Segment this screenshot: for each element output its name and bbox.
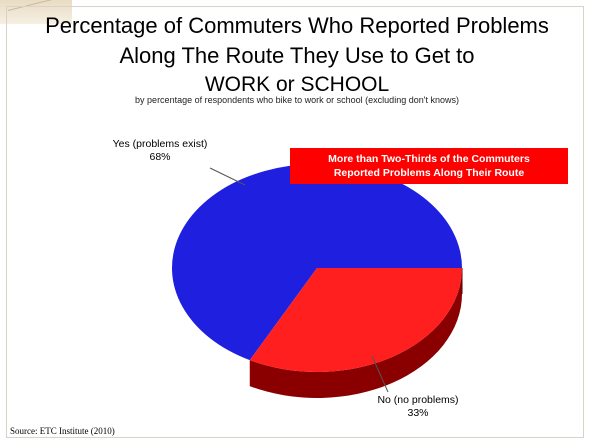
chart-title-line-3: WORK or SCHOOL bbox=[204, 73, 390, 96]
leader-line-no bbox=[371, 355, 389, 393]
callout-line-2: Reported Problems Along Their Route bbox=[333, 167, 525, 179]
chart-title-line-2: Along The Route They Use to Get to bbox=[119, 43, 475, 68]
pie-sides bbox=[249, 268, 463, 398]
source-note: Source: ETC Institute (2010) bbox=[10, 426, 115, 436]
pie-slice-yes bbox=[171, 164, 462, 361]
chart-subtitle: by percentage of respondents who bike to… bbox=[135, 95, 459, 105]
chart-title-line-1: Percentage of Commuters Who Reported Pro… bbox=[45, 13, 549, 38]
slide-frame bbox=[6, 6, 584, 438]
slice-label-yes-value: 68% bbox=[149, 151, 171, 163]
callout-line-1: More than Two-Thirds of the Commuters bbox=[328, 153, 530, 165]
slice-label-yes: Yes (problems exist) 68% bbox=[100, 138, 220, 164]
decorative-corner bbox=[0, 0, 72, 24]
slice-label-no-name: No (no problems) bbox=[377, 394, 459, 406]
slice-label-yes-name: Yes (problems exist) bbox=[112, 138, 208, 150]
slice-label-no: No (no problems) 33% bbox=[358, 394, 478, 420]
pie-side-no bbox=[249, 268, 462, 398]
pie-tops bbox=[171, 164, 462, 372]
leader-line-yes bbox=[209, 167, 246, 186]
callout-box: More than Two-Thirds of the Commuters Re… bbox=[290, 148, 568, 184]
pie-slice-no bbox=[249, 268, 462, 372]
slice-label-no-value: 33% bbox=[407, 407, 429, 419]
